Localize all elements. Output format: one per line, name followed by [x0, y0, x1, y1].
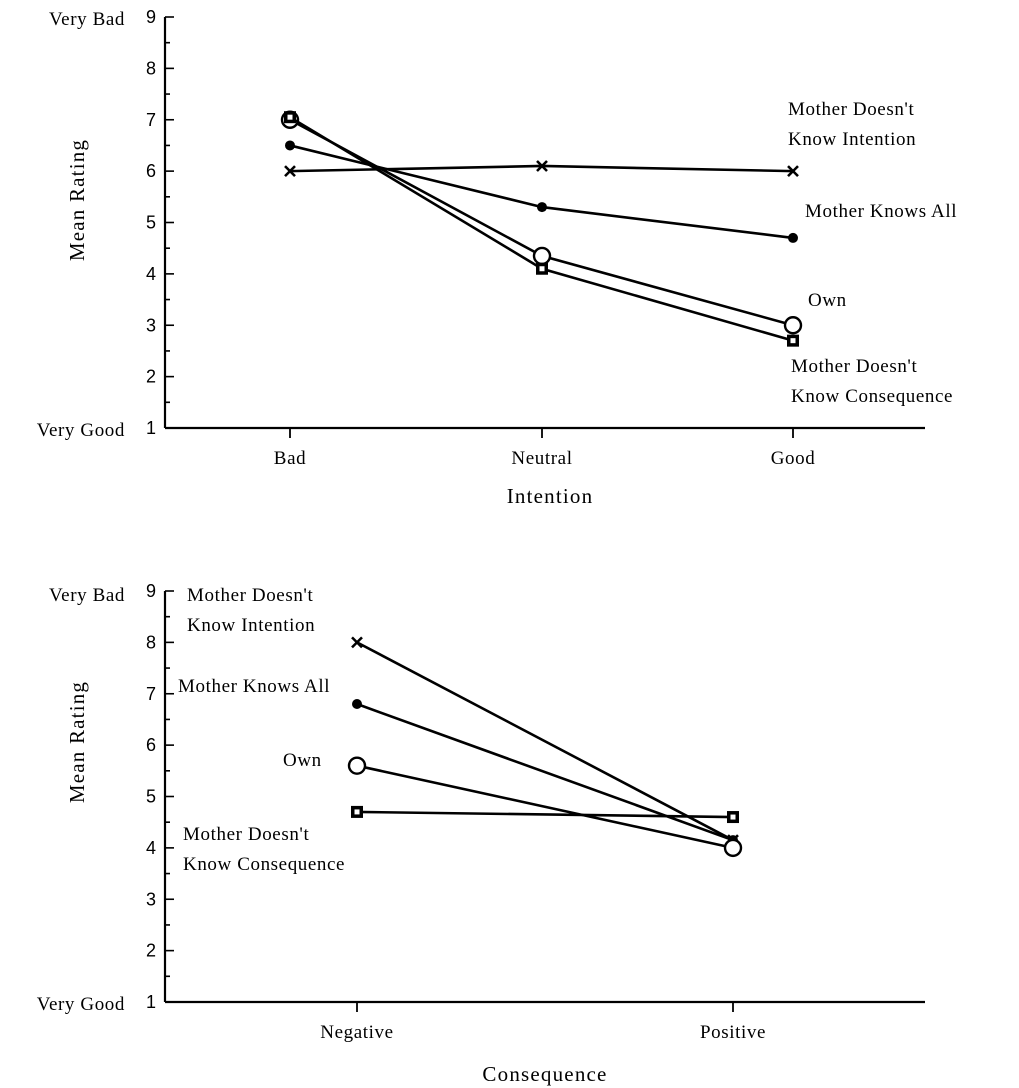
chart-panel-2: 1 2 3 4 5 6 7 8 9 Very Bad Very Good Negative Positi… [37, 581, 925, 1086]
data-point-square [787, 334, 799, 347]
y-tick-label: 9 [146, 581, 156, 601]
y-tick-label: 7 [146, 110, 156, 130]
y-tick-label: 8 [146, 632, 156, 652]
series-line-square [356, 810, 734, 819]
data-point-x [284, 165, 296, 178]
y-tick-label: 9 [146, 7, 156, 27]
series-label: Mother Knows All [178, 676, 330, 697]
data-point-x [351, 636, 363, 649]
series-label: Know Intention [187, 615, 315, 636]
data-point-circle [532, 246, 552, 266]
x-tick-label: Positive [700, 1022, 766, 1043]
data-point-square [536, 262, 548, 275]
series-line-circle [356, 764, 734, 850]
y-tick-label: 6 [146, 161, 156, 181]
series-label: Own [283, 750, 322, 771]
data-point-dot [285, 140, 295, 151]
data-point-square [284, 111, 296, 124]
x-axis-title: Intention [507, 484, 594, 508]
y-tick-label: 7 [146, 684, 156, 704]
series-label: Own [808, 290, 847, 311]
y-tick-label: 2 [146, 367, 156, 387]
data-point-circle [723, 838, 743, 858]
data-point-x [536, 160, 548, 172]
y-tick-label: 3 [146, 315, 156, 335]
data-point-circle [347, 756, 367, 775]
data-point-dot [352, 699, 362, 710]
data-point-square [727, 811, 739, 824]
chart-panel-1: 1 2 3 4 5 6 7 8 9 Very Bad Very Good Bad Neutral Good… [37, 7, 957, 508]
y-end-label-top: Very Bad [49, 585, 125, 606]
series-label: Mother Knows All [805, 201, 957, 222]
series-label: Know Consequence [183, 854, 345, 875]
series-line-dot [356, 702, 734, 842]
y-end-label-bottom: Very Good [37, 994, 125, 1015]
y-axis-title: Mean Rating [65, 681, 89, 803]
series-label: Mother Doesn't [183, 824, 309, 845]
y-tick-label: 3 [146, 889, 156, 909]
series-label: Mother Doesn't [788, 99, 914, 120]
y-tick-label: 5 [146, 213, 156, 233]
series-label: Know Intention [788, 129, 916, 150]
y-tick-label: 5 [146, 787, 156, 807]
series-line-circle [289, 118, 794, 327]
x-axis-title: Consequence [482, 1062, 607, 1086]
y-tick-label: 8 [146, 58, 156, 78]
data-point-circle [783, 316, 803, 335]
y-tick-label: 6 [146, 735, 156, 755]
data-point-dot [788, 232, 798, 243]
x-tick-label: Negative [320, 1022, 393, 1043]
data-point-dot [537, 202, 547, 213]
y-end-label-top: Very Bad [49, 9, 125, 30]
x-tick-label: Neutral [511, 448, 572, 469]
x-tick-label: Good [771, 448, 816, 469]
series-line-x [356, 641, 734, 842]
x-tick-label: Bad [274, 448, 306, 469]
y-tick-label: 1 [146, 992, 156, 1012]
y-tick-label: 2 [146, 941, 156, 961]
y-axis-title: Mean Rating [65, 139, 89, 261]
data-point-square [351, 805, 363, 818]
series-label: Mother Doesn't [187, 585, 313, 606]
series-label: Know Consequence [791, 386, 953, 407]
y-tick-label: 1 [146, 418, 156, 438]
y-tick-label: 4 [146, 264, 156, 284]
data-point-x [787, 165, 799, 178]
y-tick-label: 4 [146, 838, 156, 858]
y-end-label-bottom: Very Good [37, 420, 125, 441]
series-label: Mother Doesn't [791, 356, 917, 377]
